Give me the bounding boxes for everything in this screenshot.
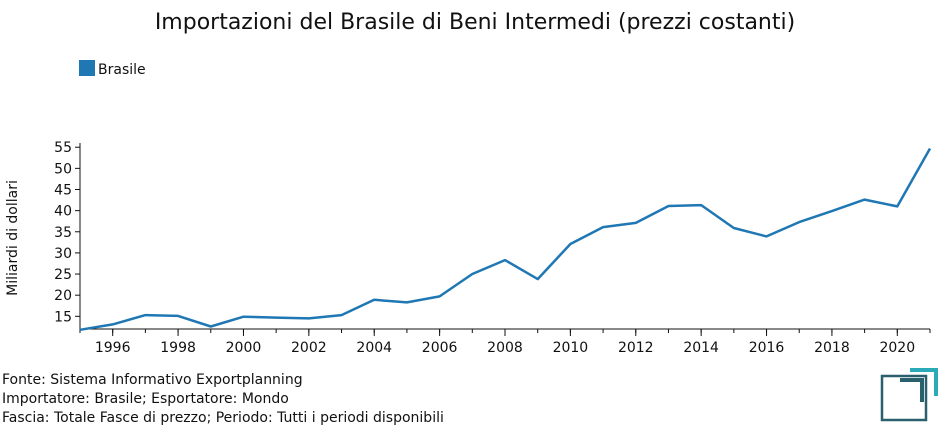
y-ticks: 15 20 25 30 35 40 45 50 55 bbox=[54, 140, 80, 325]
range-note: Fascia: Totale Fasce di prezzo; Periodo:… bbox=[2, 410, 444, 426]
y-tick-label: 40 bbox=[54, 204, 72, 220]
x-tick-label: 2004 bbox=[356, 340, 392, 356]
x-tick-label: 2014 bbox=[683, 340, 719, 356]
series-layer bbox=[79, 147, 932, 332]
axes bbox=[79, 143, 930, 330]
x-tick-label: 2006 bbox=[422, 340, 458, 356]
legend: Brasile bbox=[79, 60, 146, 78]
x-tick-label: 2002 bbox=[291, 340, 327, 356]
y-tick-label: 30 bbox=[54, 246, 72, 262]
x-tick-label: 1998 bbox=[160, 340, 196, 356]
x-tick-label: 2020 bbox=[879, 340, 915, 356]
y-tick-label: 55 bbox=[54, 140, 72, 156]
y-tick-label: 15 bbox=[54, 309, 72, 325]
y-tick-label: 50 bbox=[54, 161, 72, 177]
source-note: Fonte: Sistema Informativo Exportplannin… bbox=[2, 372, 303, 388]
x-tick-label: 2008 bbox=[487, 340, 523, 356]
x-ticks: 1996 1998 2000 2002 2004 2006 2008 2010 2012 2014… bbox=[79, 329, 931, 356]
y-tick-label: 45 bbox=[54, 183, 72, 199]
x-tick-label: 2012 bbox=[618, 340, 654, 356]
legend-swatch bbox=[79, 60, 95, 76]
chart-title: Importazioni del Brasile di Beni Interme… bbox=[155, 10, 795, 35]
x-tick-label: 2016 bbox=[749, 340, 785, 356]
x-tick-label: 2010 bbox=[553, 340, 589, 356]
y-tick-label: 35 bbox=[54, 225, 72, 241]
importer-note: Importatore: Brasile; Esportatore: Mondo bbox=[2, 391, 289, 407]
chart: Importazioni del Brasile di Beni Interme… bbox=[5, 10, 932, 356]
y-tick-label: 20 bbox=[54, 288, 72, 304]
legend-label: Brasile bbox=[98, 62, 146, 78]
footer-notes: Fonte: Sistema Informativo Exportplannin… bbox=[2, 371, 444, 428]
y-tick-label: 25 bbox=[54, 267, 72, 283]
x-tick-label: 1996 bbox=[95, 340, 131, 356]
x-tick-label: 2018 bbox=[814, 340, 850, 356]
exportplanning-logo-icon bbox=[880, 368, 938, 422]
x-tick-label: 2000 bbox=[226, 340, 262, 356]
y-axis-title: Miliardi di dollari bbox=[5, 180, 21, 296]
series-line-brasile bbox=[79, 147, 932, 332]
